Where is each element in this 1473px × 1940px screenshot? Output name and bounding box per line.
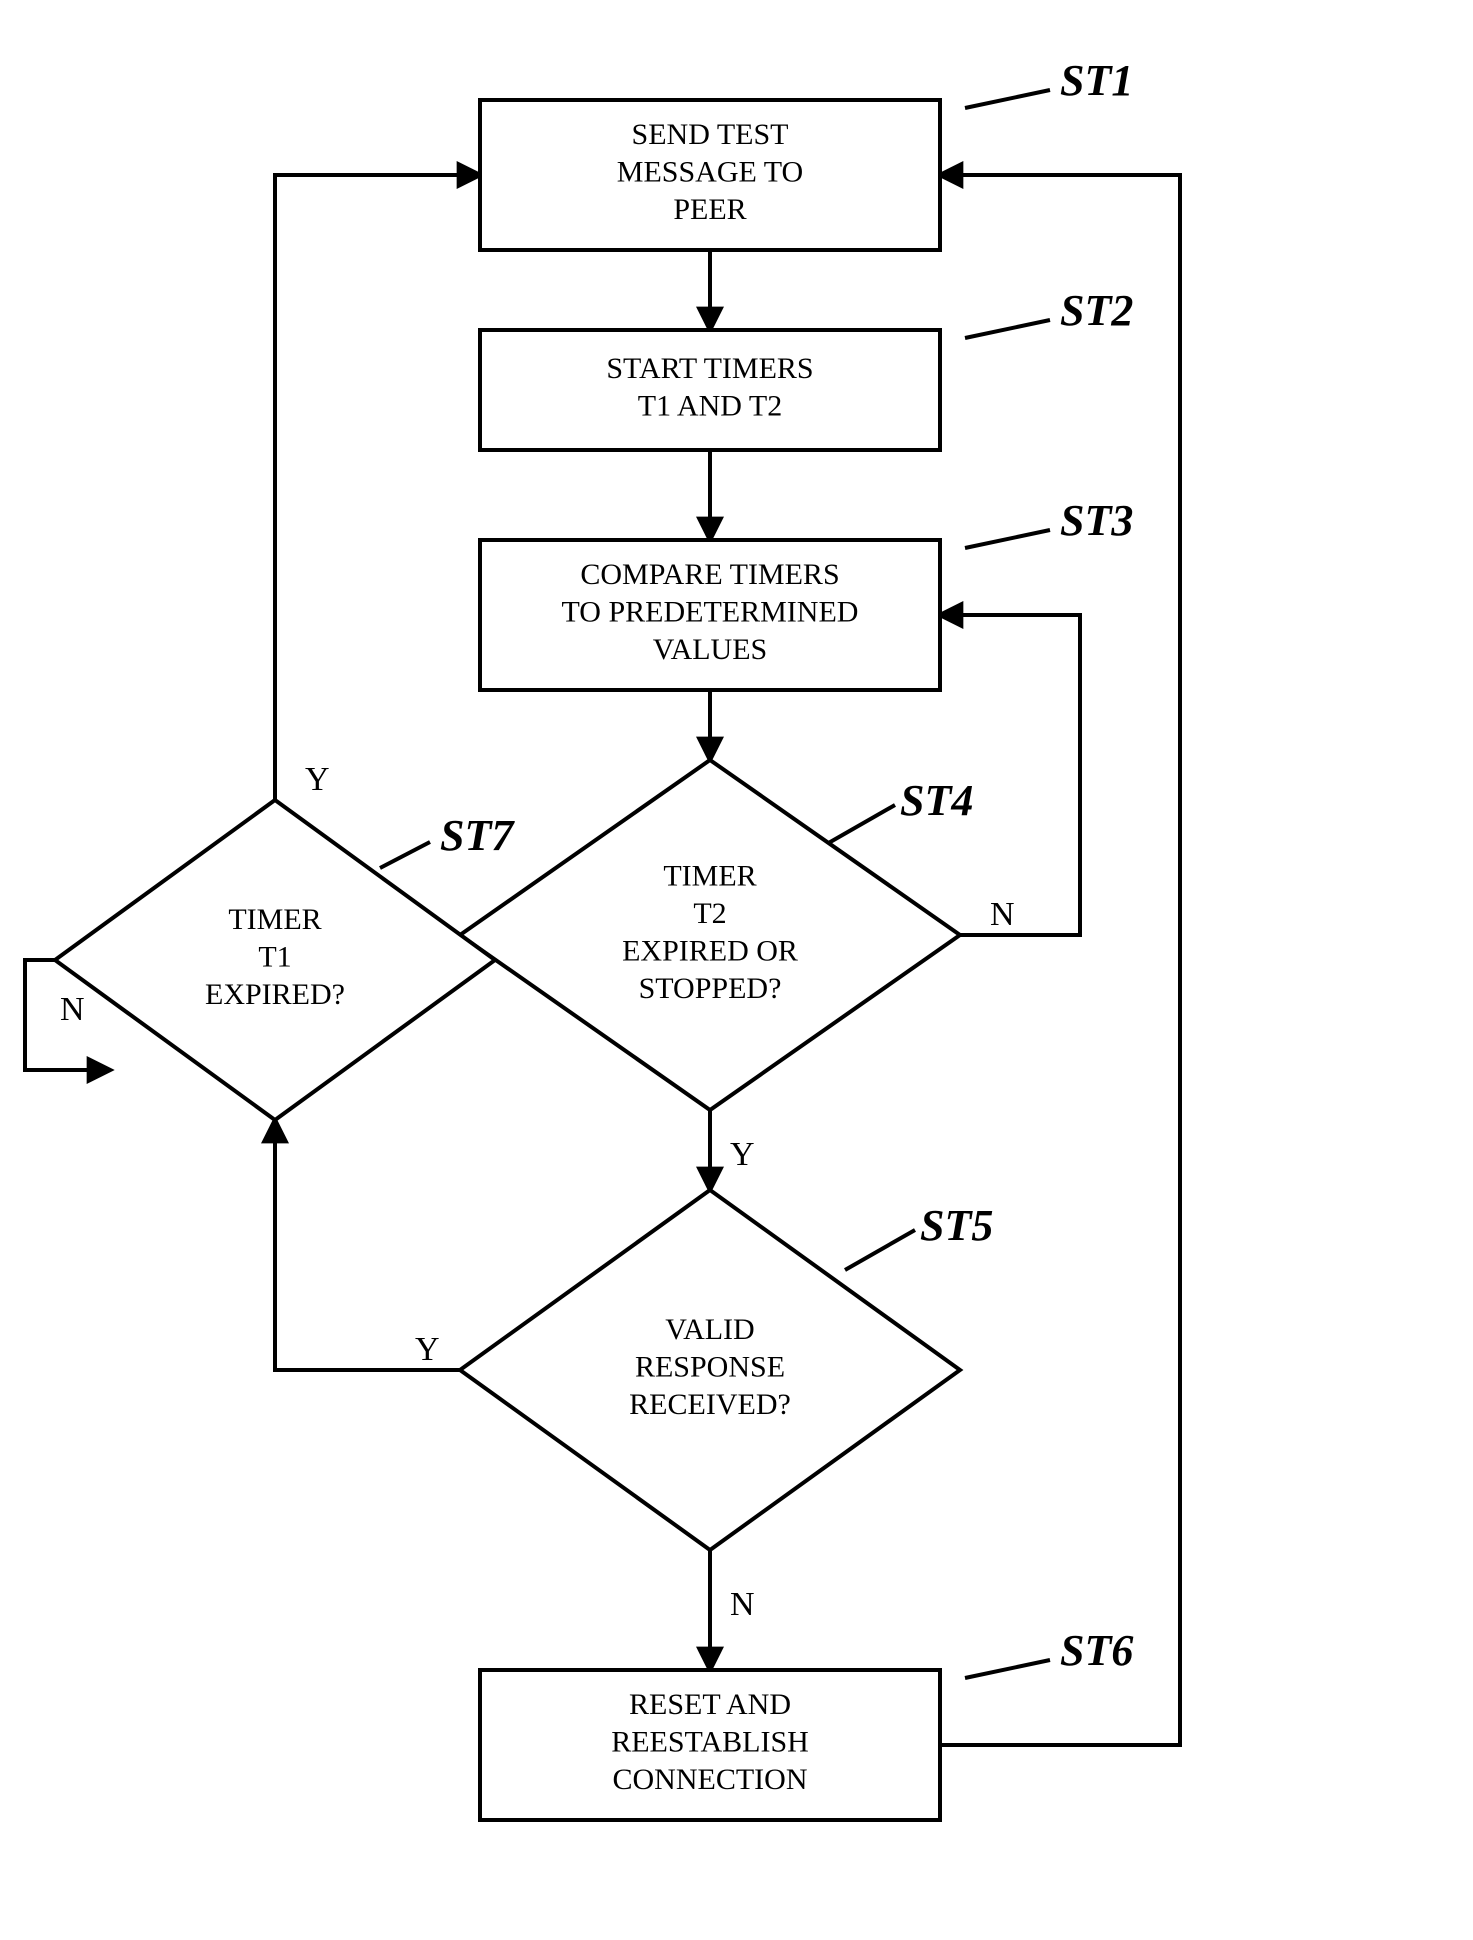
svg-text:CONNECTION: CONNECTION [613, 1763, 808, 1796]
svg-text:RESET AND: RESET AND [629, 1688, 791, 1721]
tag-st7: ST7 [440, 811, 515, 860]
svg-text:TIMER: TIMER [228, 903, 321, 936]
svg-text:T1: T1 [258, 941, 291, 974]
branch-label-st4_n: N [990, 896, 1015, 933]
tag-st3: ST3 [1060, 496, 1133, 545]
branch-label-st5_y: Y [415, 1331, 440, 1368]
svg-text:START TIMERS: START TIMERS [606, 352, 813, 385]
tag-st1: ST1 [1060, 56, 1133, 105]
edge-tag-st1-lead [965, 90, 1050, 108]
svg-text:EXPIRED?: EXPIRED? [205, 978, 345, 1011]
edge-st6-to-st1 [940, 175, 1180, 1745]
branch-label-st7_n: N [60, 991, 85, 1028]
edge-tag-st7-lead [380, 842, 430, 868]
tag-st2: ST2 [1060, 286, 1133, 335]
branch-label-st5_n: N [730, 1586, 755, 1623]
svg-text:T1 AND T2: T1 AND T2 [638, 389, 782, 422]
svg-text:SEND TEST: SEND TEST [632, 118, 789, 151]
svg-text:COMPARE TIMERS: COMPARE TIMERS [580, 558, 839, 591]
tag-st6: ST6 [1060, 1626, 1133, 1675]
edge-tag-st4-lead [825, 805, 895, 845]
svg-text:VALID: VALID [665, 1313, 754, 1346]
svg-text:VALUES: VALUES [653, 633, 767, 666]
edge-tag-st2-lead [965, 320, 1050, 338]
svg-text:REESTABLISH: REESTABLISH [611, 1726, 809, 1759]
branch-label-st4_y: Y [730, 1136, 755, 1173]
edge-tag-st3-lead [965, 530, 1050, 548]
svg-text:MESSAGE TO: MESSAGE TO [617, 156, 803, 189]
svg-text:EXPIRED OR: EXPIRED OR [622, 934, 798, 967]
edge-st4-n-to-st3 [940, 615, 1080, 935]
svg-text:TIMER: TIMER [663, 859, 756, 892]
svg-text:PEER: PEER [673, 193, 746, 226]
svg-text:T2: T2 [693, 897, 726, 930]
svg-text:RESPONSE: RESPONSE [635, 1351, 785, 1384]
edge-tag-st5-lead [845, 1230, 915, 1270]
branch-label-st7_y: Y [305, 761, 330, 798]
tag-st4: ST4 [900, 776, 973, 825]
edge-st7-y-to-st1 [275, 175, 480, 800]
svg-text:TO PREDETERMINED: TO PREDETERMINED [562, 596, 859, 629]
svg-text:STOPPED?: STOPPED? [639, 972, 782, 1005]
svg-text:RECEIVED?: RECEIVED? [629, 1388, 791, 1421]
edge-tag-st6-lead [965, 1660, 1050, 1678]
tag-st5: ST5 [920, 1201, 993, 1250]
